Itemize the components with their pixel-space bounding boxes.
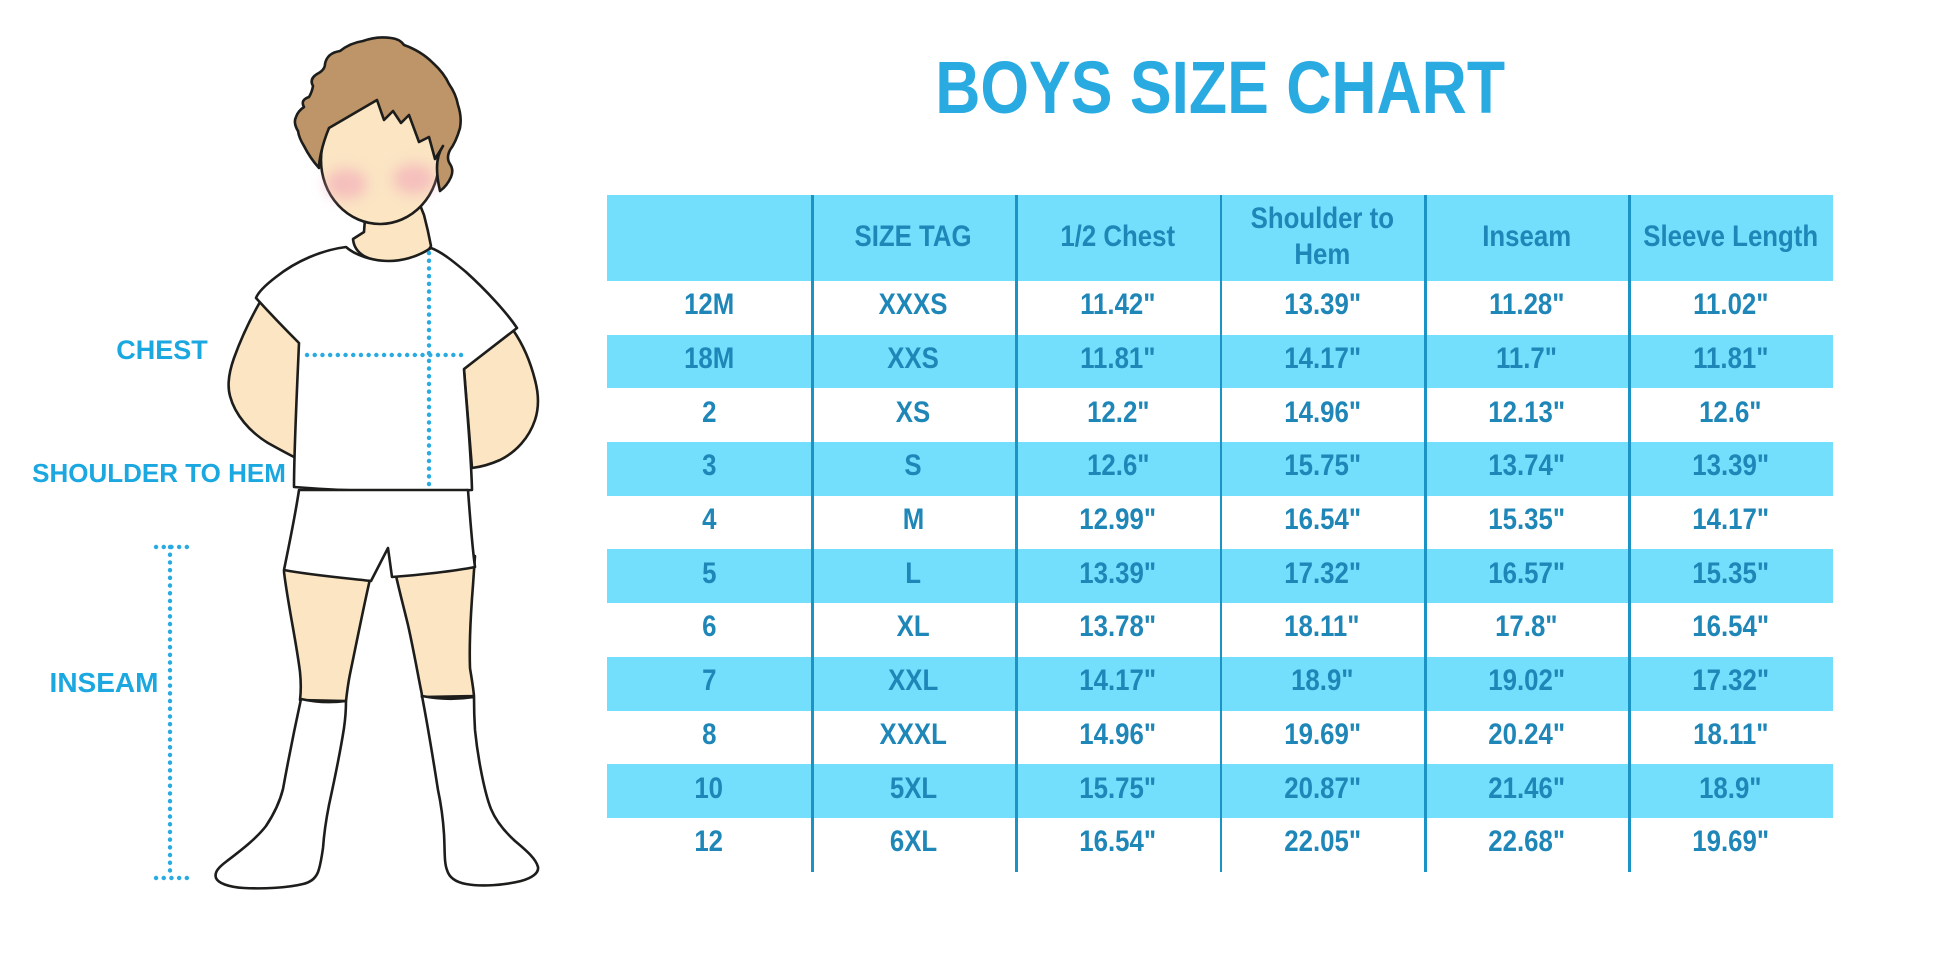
svg-text:SHOULDER TO HEM: SHOULDER TO HEM <box>32 458 286 488</box>
svg-text:CHEST: CHEST <box>116 335 208 365</box>
svg-text:INSEAM: INSEAM <box>50 667 159 698</box>
